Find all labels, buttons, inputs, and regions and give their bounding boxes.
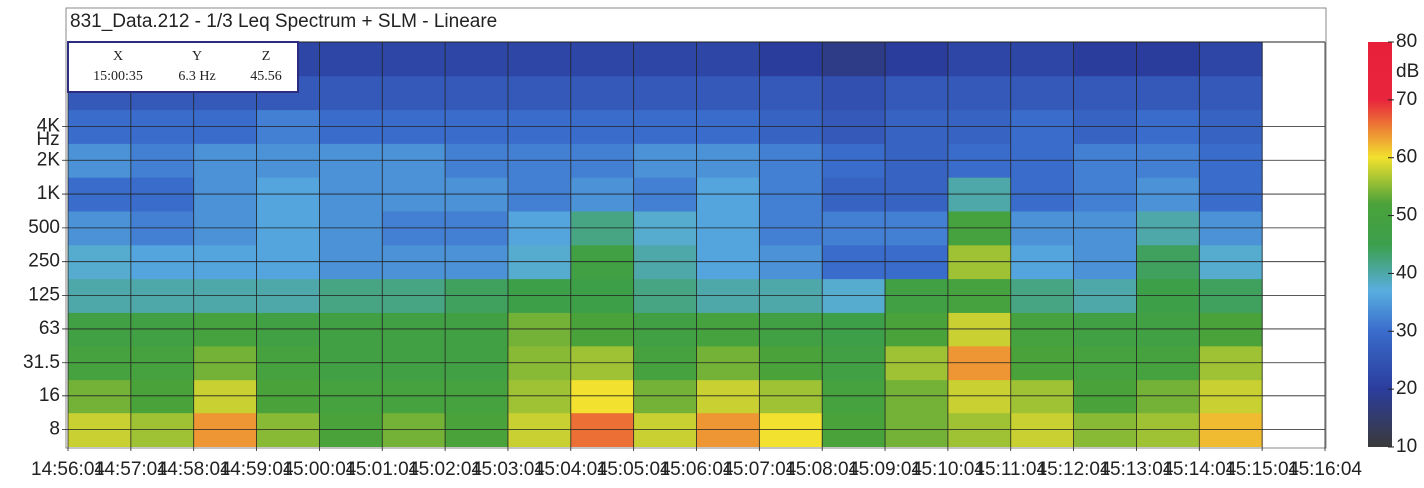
heat-cell — [382, 75, 446, 111]
heat-cell — [822, 75, 886, 111]
x-tick-label: 15:16:04 — [1288, 459, 1362, 480]
y-axis-label: Hz — [36, 129, 59, 150]
y-tick-label: 16 — [39, 385, 60, 406]
colorbar-tick-label: 50 — [1396, 205, 1417, 226]
heat-cell — [759, 75, 823, 111]
chart-title: 831_Data.212 - 1/3 Leq Spectrum + SLM - … — [70, 11, 497, 32]
x-tick-label: 14:59:04 — [220, 459, 294, 480]
heat-cell — [1073, 75, 1137, 111]
y-tick-label: 31.5 — [23, 352, 60, 373]
y-tick-label: 4K — [37, 115, 61, 136]
y-tick-label: 125 — [28, 285, 60, 306]
heat-cell — [885, 75, 949, 111]
x-tick-label: 15:00:04 — [282, 459, 356, 480]
x-tick-label: 14:58:04 — [157, 459, 231, 480]
x-tick-label: 15:11:04 — [974, 459, 1047, 480]
x-tick-label: 15:12:04 — [1037, 459, 1111, 480]
colorbar-tick-label: 20 — [1396, 378, 1417, 399]
y-tick-label: 250 — [28, 251, 60, 272]
heat-cell — [696, 42, 760, 77]
heat-cell — [947, 42, 1012, 77]
colorbar-tick-label: 70 — [1396, 89, 1417, 110]
cursor-header: Z — [262, 49, 271, 64]
cursor-value: 45.56 — [250, 69, 282, 84]
x-tick-label: 15:01:04 — [345, 459, 419, 480]
cursor-frame — [67, 41, 299, 93]
colorbar-label: dB — [1396, 61, 1419, 82]
colorbar — [1368, 42, 1392, 447]
heat-cell — [507, 42, 572, 77]
x-tick-label: 15:10:04 — [911, 459, 985, 480]
heat-cell — [947, 75, 1012, 111]
heat-cell — [1073, 42, 1137, 77]
heat-cell — [633, 42, 697, 77]
x-tick-label: 14:56:04 — [31, 459, 105, 480]
x-tick-label: 15:14:04 — [1162, 459, 1236, 480]
cursor-header: Y — [192, 49, 202, 64]
x-tick-label: 15:02:04 — [408, 459, 482, 480]
heat-cell — [1136, 42, 1200, 77]
heat-cell — [1199, 75, 1263, 111]
colorbar-tick-label: 60 — [1396, 147, 1417, 168]
heat-cell — [1136, 75, 1200, 111]
x-tick-label: 15:08:04 — [785, 459, 859, 480]
cursor-value: 15:00:35 — [93, 69, 143, 84]
heat-cell — [445, 75, 509, 111]
heat-cell — [319, 42, 383, 77]
heat-cell — [570, 42, 635, 77]
colorbar-tick-label: 80 — [1396, 31, 1417, 52]
x-tick-label: 14:57:04 — [94, 459, 168, 480]
x-tick-label: 15:15:04 — [1225, 459, 1299, 480]
heat-cell — [759, 42, 823, 77]
heat-cell — [1199, 42, 1263, 77]
heat-cell — [1010, 42, 1075, 77]
x-tick-label: 15:13:04 — [1099, 459, 1173, 480]
heat-cell — [633, 75, 697, 111]
cursor-value: 6.3 Hz — [178, 69, 215, 84]
x-tick-label: 15:09:04 — [848, 459, 922, 480]
heat-cell — [885, 42, 949, 77]
y-tick-label: 1K — [37, 183, 61, 204]
heatmap — [68, 42, 1263, 447]
y-tick-label: 2K — [37, 149, 61, 170]
cursor-header: X — [113, 49, 123, 64]
heat-cell — [445, 42, 509, 77]
y-tick-label: 8 — [49, 419, 60, 440]
heat-cell — [382, 42, 446, 77]
colorbar-tick-label: 10 — [1396, 436, 1417, 457]
colorbar-tick-label: 30 — [1396, 320, 1417, 341]
heat-cell — [822, 42, 886, 77]
heat-cell — [696, 75, 760, 111]
heat-cell — [1010, 75, 1075, 111]
y-tick-label: 500 — [28, 217, 60, 238]
x-tick-label: 15:04:04 — [534, 459, 608, 480]
x-tick-label: 15:07:04 — [722, 459, 796, 480]
heat-cell — [570, 75, 635, 111]
cursor-box: X Y Z 15:00:35 6.3 Hz 45.56 — [67, 41, 299, 93]
grid — [62, 42, 1326, 451]
y-tick-label: 63 — [39, 318, 60, 339]
heat-cell — [507, 75, 572, 111]
x-tick-label: 15:06:04 — [660, 459, 734, 480]
heat-cell — [319, 75, 383, 111]
x-tick-label: 15:03:04 — [471, 459, 545, 480]
x-tick-label: 15:05:04 — [597, 459, 671, 480]
colorbar-tick-label: 40 — [1396, 262, 1417, 283]
